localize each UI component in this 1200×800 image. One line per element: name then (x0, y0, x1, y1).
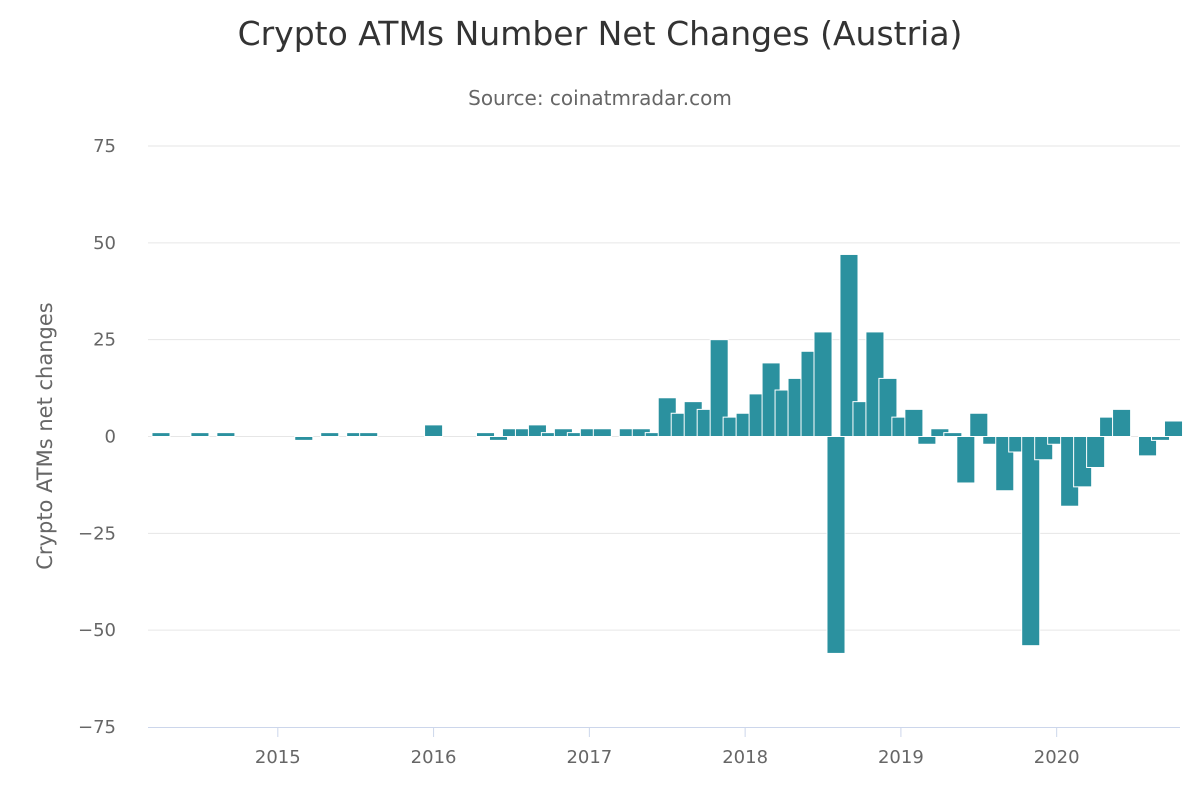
x-tick-label: 2019 (878, 747, 924, 768)
bar-2015-08[interactable] (359, 432, 379, 438)
bar-2017-11[interactable] (709, 339, 729, 437)
bar-2020-06[interactable] (1112, 408, 1132, 437)
x-tick-label: 2018 (722, 747, 768, 768)
bar-2019-06[interactable] (956, 436, 976, 484)
bar-2016-01[interactable] (424, 424, 444, 438)
y-tick-label: 0 (105, 427, 116, 448)
y-tick-label: −25 (78, 523, 116, 544)
y-tick-label: −50 (78, 620, 116, 641)
y-axis-title: Crypto ATMs net changes (33, 302, 57, 569)
bar-2020-08[interactable] (1138, 436, 1158, 457)
x-tick-label: 2017 (566, 747, 612, 768)
bar-2018-08[interactable] (826, 436, 846, 654)
y-tick-label: −75 (78, 717, 116, 738)
bar-2014-07[interactable] (190, 432, 210, 438)
bar-2018-09[interactable] (839, 253, 859, 437)
bar-2020-04[interactable] (1086, 436, 1106, 468)
bar-2019-11[interactable] (1021, 436, 1041, 647)
bar-2018-07[interactable] (813, 331, 833, 438)
bar-2020-10[interactable] (1163, 420, 1184, 437)
bar-2016-06[interactable] (488, 436, 509, 441)
y-tick-label: 25 (93, 330, 116, 351)
x-tick-label: 2020 (1034, 747, 1080, 768)
bar-2019-03[interactable] (917, 436, 937, 445)
bar-2019-05[interactable] (943, 432, 963, 438)
bar-2015-03[interactable] (294, 436, 314, 441)
chart-title: Crypto ATMs Number Net Changes (Austria) (237, 14, 963, 53)
bar-2019-02[interactable] (904, 408, 924, 437)
bar-2014-09[interactable] (216, 432, 236, 438)
y-tick-label: 75 (93, 136, 116, 157)
bar-2016-05[interactable] (475, 432, 496, 438)
chart-subtitle: Source: coinatmradar.com (468, 86, 732, 110)
y-tick-label: 50 (93, 233, 116, 254)
bar-2015-05[interactable] (320, 432, 340, 438)
bar-2019-07[interactable] (969, 412, 989, 438)
bar-2020-09[interactable] (1151, 436, 1171, 441)
x-tick-label: 2016 (411, 747, 457, 768)
bar-2014-04[interactable] (151, 432, 171, 438)
x-tick-label: 2015 (255, 747, 301, 768)
bar-2016-09[interactable] (527, 424, 547, 438)
bar-2017-02[interactable] (592, 428, 612, 437)
